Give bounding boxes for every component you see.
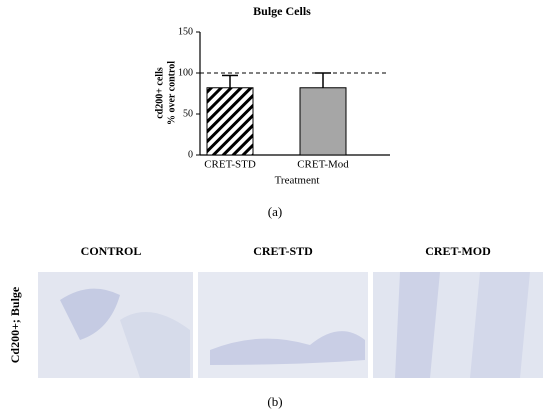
panel-label: (b): [267, 394, 282, 409]
column-header: CRET-MOD: [425, 244, 491, 258]
panel-label: (a): [268, 204, 282, 219]
y-axis-label: cd200+ cells: [154, 67, 165, 119]
bar: [299, 87, 347, 156]
column-header: CONTROL: [81, 244, 142, 258]
y-tick-label: 0: [188, 149, 193, 160]
x-tick-label: CRET-STD: [204, 159, 256, 171]
y-tick-label: 50: [183, 108, 193, 119]
x-axis-label: Treatment: [275, 175, 320, 187]
x-tick-label: CRET-Mod: [297, 159, 349, 171]
chart-title: Bulge Cells: [253, 4, 311, 18]
y-tick-label: 100: [178, 67, 193, 78]
micrograph: [38, 272, 193, 378]
micrograph: [198, 272, 368, 378]
row-label: Cd200+; Bulge: [8, 286, 22, 363]
y-axis-label: % over control: [166, 61, 177, 125]
bar: [206, 87, 254, 156]
column-header: CRET-STD: [253, 244, 313, 258]
micrograph: [373, 272, 543, 378]
y-tick-label: 150: [178, 26, 193, 37]
